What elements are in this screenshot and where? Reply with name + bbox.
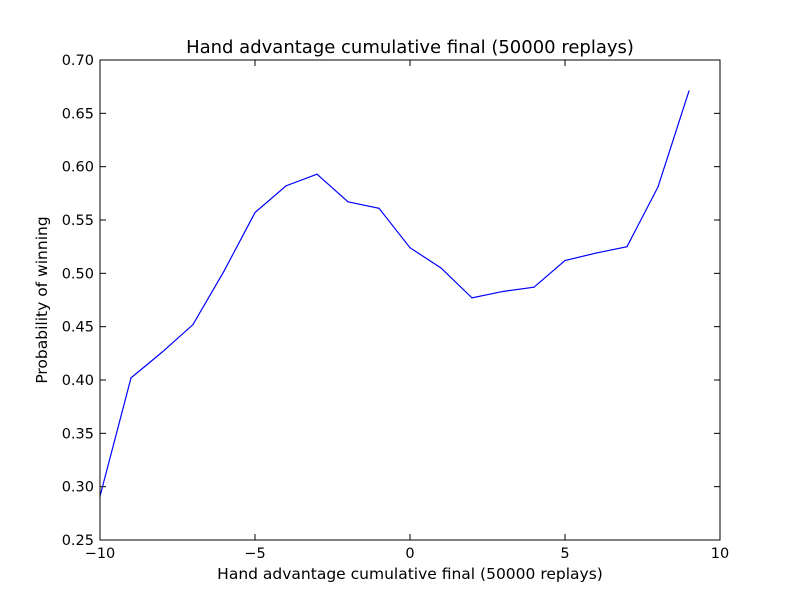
data-point xyxy=(502,290,504,293)
data-point xyxy=(254,211,256,214)
x-axis-label: Hand advantage cumulative final (50000 r… xyxy=(217,565,603,583)
data-point xyxy=(378,207,380,209)
data-point xyxy=(688,90,690,92)
x-tick-label: −10 xyxy=(85,546,116,562)
y-tick-label: 0.25 xyxy=(62,533,94,549)
x-tick-label: 5 xyxy=(560,546,569,562)
data-point xyxy=(285,185,287,187)
y-tick-label: 0.65 xyxy=(62,106,94,122)
y-tick-label: 0.35 xyxy=(62,426,94,442)
data-point xyxy=(626,246,628,248)
data-point xyxy=(471,297,473,299)
data-point xyxy=(409,247,411,249)
data-point xyxy=(130,377,132,379)
y-tick-label: 0.40 xyxy=(62,373,94,389)
plot-area xyxy=(99,90,690,497)
data-point xyxy=(192,323,194,326)
data-point xyxy=(161,351,163,353)
chart-title: Hand advantage cumulative final (50000 r… xyxy=(186,37,634,58)
y-tick-label: 0.50 xyxy=(62,266,94,282)
y-tick-label: 0.30 xyxy=(62,480,94,496)
data-point xyxy=(657,186,659,188)
x-axis: −10 −5 0 5 10 xyxy=(85,60,729,562)
x-tick-label: 0 xyxy=(405,546,414,562)
data-point xyxy=(316,173,318,175)
y-axis-label: Probability of winning xyxy=(33,216,51,383)
x-tick-label: 10 xyxy=(711,546,729,562)
data-point xyxy=(533,286,535,288)
y-axis: 0.25 0.30 0.35 0.40 0.45 0.50 0.55 0.60 0.65 0.70 xyxy=(62,53,720,549)
data-point xyxy=(595,252,597,254)
y-tick-label: 0.60 xyxy=(62,160,94,176)
y-tick-label: 0.55 xyxy=(62,213,94,229)
data-point xyxy=(440,267,442,269)
y-tick-label: 0.70 xyxy=(62,53,94,69)
data-point xyxy=(347,201,349,203)
y-tick-label: 0.45 xyxy=(62,320,94,336)
data-point xyxy=(564,259,566,262)
plot-frame xyxy=(99,59,721,541)
x-tick-label: −5 xyxy=(244,546,265,562)
data-point xyxy=(223,270,225,272)
series-line xyxy=(99,90,690,497)
